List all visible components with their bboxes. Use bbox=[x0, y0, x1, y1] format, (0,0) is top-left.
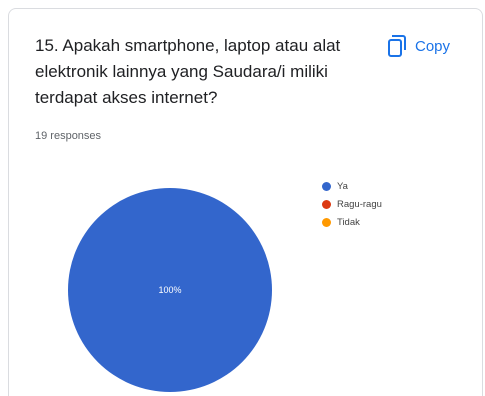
copy-label: Copy bbox=[415, 37, 451, 55]
legend-label: Ragu-ragu bbox=[337, 198, 382, 210]
pie-slice-ya[interactable] bbox=[68, 188, 272, 392]
legend-item[interactable]: Tidak bbox=[322, 215, 382, 229]
legend-swatch bbox=[322, 217, 331, 227]
chart-legend: Ya Ragu-ragu Tidak bbox=[322, 179, 382, 233]
question-title: 15. Apakah smartphone, laptop atau alat … bbox=[35, 36, 341, 107]
legend-item[interactable]: Ragu-ragu bbox=[322, 197, 382, 211]
slice-label: 100% bbox=[158, 285, 181, 295]
copy-chart-button[interactable]: Copy bbox=[388, 35, 450, 57]
legend-swatch bbox=[322, 199, 331, 209]
copy-icon bbox=[388, 35, 407, 57]
legend-label: Ya bbox=[337, 180, 348, 192]
legend-label: Tidak bbox=[337, 216, 360, 228]
legend-item[interactable]: Ya bbox=[322, 179, 382, 193]
response-count: 19 responses bbox=[35, 130, 102, 142]
legend-swatch bbox=[322, 181, 331, 191]
